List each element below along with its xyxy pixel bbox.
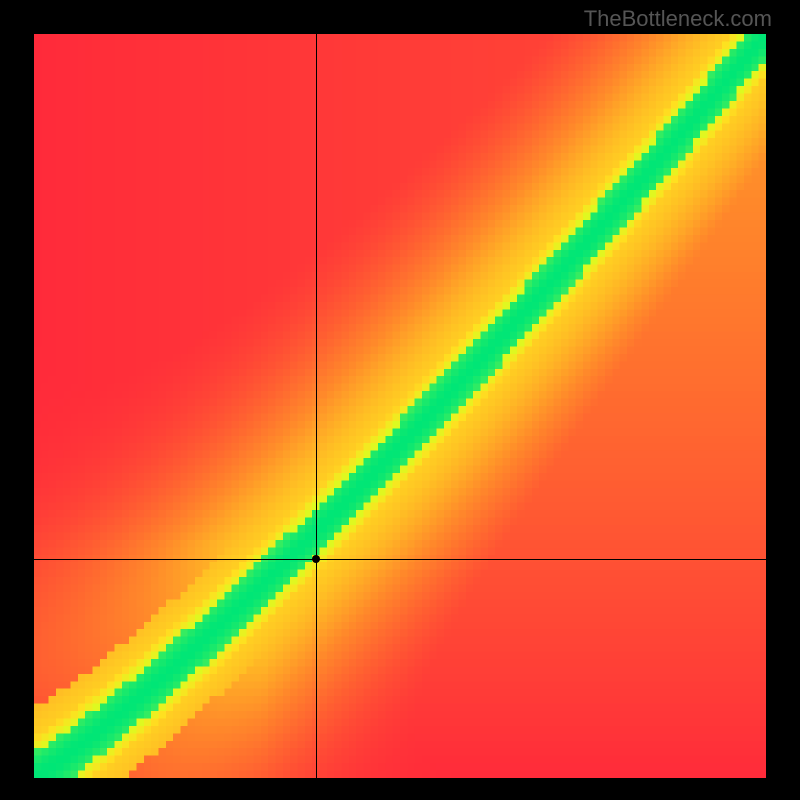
watermark-text: TheBottleneck.com [584, 6, 772, 32]
crosshair-vertical [316, 34, 317, 778]
crosshair-horizontal [34, 559, 766, 560]
heatmap-plot-area [34, 34, 766, 778]
bottleneck-heatmap [34, 34, 766, 778]
selected-point-marker [312, 555, 320, 563]
